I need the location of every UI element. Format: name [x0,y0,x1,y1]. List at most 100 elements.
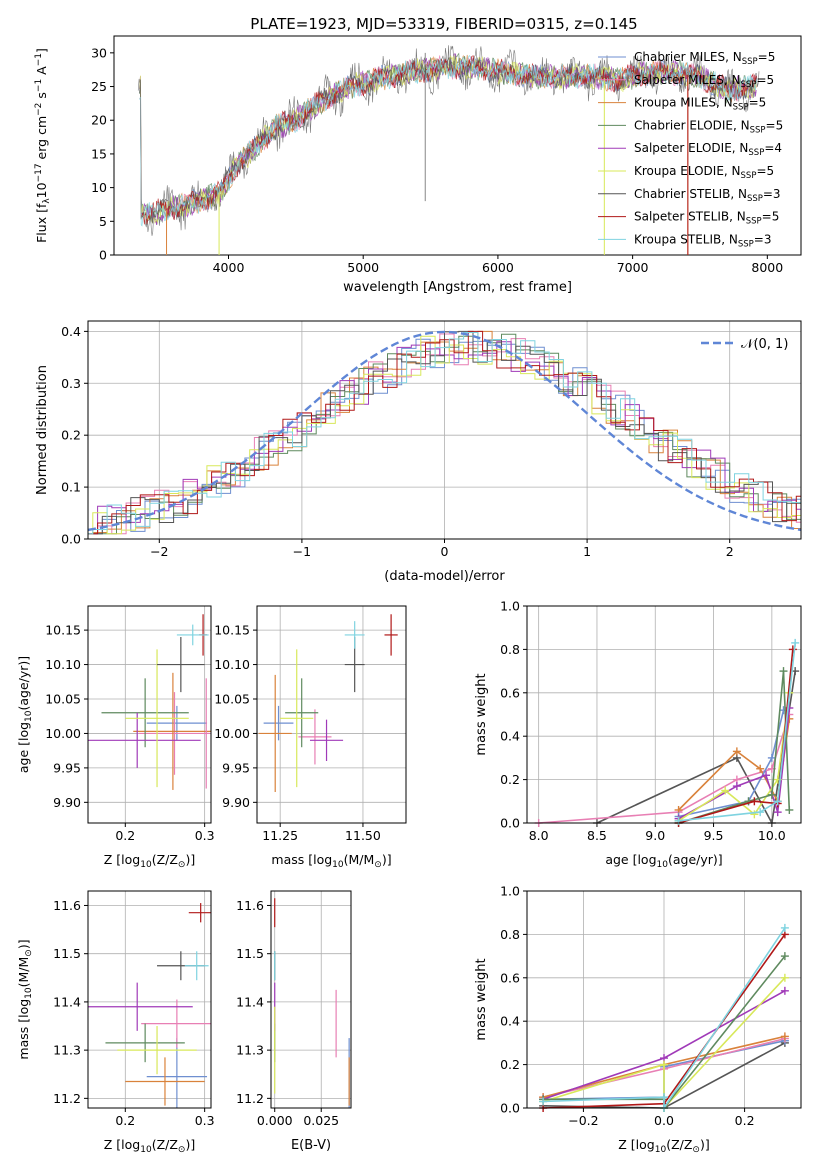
axes-frame [270,890,352,1109]
y-tick-label: 0.4 [500,1014,520,1029]
x-tick-label: 9.5 [704,828,724,843]
axes-frame [87,890,212,1109]
axis-label-part: (age/yr)] [668,852,723,867]
x-tick-label: 0.025 [303,1113,339,1128]
y-tick-label: 0.0 [500,816,520,831]
x-axis-label: Z [log10(Z/Z⊙)] [104,852,195,870]
axes-frame [87,320,802,540]
x-tick-label: 9.0 [645,828,665,843]
axis-label-part: age [log [605,852,656,867]
legend-suffix: =5 [762,210,780,224]
y-tick-label: 10.05 [214,692,250,707]
x-axis-label: Z [log10(Z/Z⊙)] [618,1137,709,1155]
y-axis-label-part: 10 [34,182,49,198]
x-tick-label: 0.3 [195,828,215,843]
mass-weight-line-kroupa_stelib [543,927,786,1111]
legend-entry-salpeter_elodie: Salpeter ELODIE, NSSP=4 [634,141,782,158]
axis-label-part: 10 [332,860,344,870]
y-axis-label-part: −2 [34,103,44,116]
axes-frame [256,605,407,824]
legend-sub: SSP [742,57,758,67]
axis-label-part: )] [185,852,195,867]
axis-label-part: 10 [140,860,152,870]
x-tick-label: 8000 [751,260,783,275]
legend-name: Salpeter ELODIE, N [634,141,748,155]
axes-frame [87,605,212,824]
x-axis-label: wavelength [Angstrom, rest frame] [343,280,572,295]
legend-normal-label: 𝒩(0, 1) [741,337,788,352]
y-tick-label: 0.0 [61,532,81,547]
y-tick-label: 0.8 [500,642,520,657]
histogram-step-chabrier_miles [88,338,801,535]
y-tick-label: 0.2 [500,1057,520,1072]
y-axis-label: mass weight [474,958,489,1040]
y-tick-label: 0 [99,248,107,263]
x-axis-label: age [log10(age/yr)] [605,852,722,870]
y-tick-label: 11.6 [53,898,81,913]
legend-sub: SSP [741,171,757,181]
mass-weight-line-chabrier_elodie [678,671,791,824]
y-axis-label-part: erg cm [34,116,49,164]
normal-distribution-curve [87,330,802,532]
y-axis-label: mass [log10(M/M⊙)] [16,939,34,1059]
legend-sub: SSP [746,217,762,227]
y-tick-label: 11.6 [236,898,264,913]
mass-weight-vs-metallicity-panel: −0.2 0.0 0.2 0.0 0.2 0.4 0.6 0.8 1.0 Z [log10(Z/Z… [474,884,802,1155]
x-tick-label: 2 [726,544,734,559]
y-tick-label: 0.6 [500,970,520,985]
y-tick-label: 11.4 [236,994,264,1009]
x-axis-label: mass [log10(M/M⊙)] [271,852,391,870]
legend-suffix: =5 [756,73,774,87]
y-tick-label: 10.15 [45,623,81,638]
age-vs-mass-panel: 11.25 11.50 9.90 9.95 10.00 10.05 10.10 10.15 ma… [214,605,407,870]
legend-sub: SSP [738,239,754,249]
y-tick-label: 1.0 [500,599,520,614]
legend-name: Chabrier MILES, N [634,50,742,64]
legend-entry-salpeter_stelib: Salpeter STELIB, NSSP=5 [634,210,779,227]
y-tick-label: 11.5 [236,946,264,961]
x-axis-label: E(B-V) [291,1138,331,1153]
errorbar-group [88,614,211,790]
model-spectrum-kroupa_stelib [139,55,757,227]
x-tick-label: 6000 [482,260,514,275]
legend-sub: SSP [747,194,763,204]
axis-label-part: 10 [140,1145,152,1155]
legend-suffix: =4 [764,141,782,155]
x-tick-label: 0 [441,544,449,559]
y-tick-label: 0.3 [61,376,81,391]
histogram-step-salpeter_elodie [88,341,801,535]
axis-label-part: (Z/Z [152,852,178,867]
x-tick-label: 0.3 [195,1113,215,1128]
axis-label-part: )] [382,852,392,867]
y-axis-label-part: −1 [34,53,44,66]
y-axis-label-part: s [34,92,49,103]
mass-weight-line-salpeter_miles [538,714,791,824]
legend-entry-kroupa_stelib: Kroupa STELIB, NSSP=3 [634,232,772,249]
legend-sub: SSP [741,80,757,90]
x-tick-label: 8.0 [529,828,549,843]
mass-vs-metallicity-panel: 0.2 0.311.211.311.411.511.6Z [log10(Z/Z⊙)… [16,890,215,1155]
x-tick-label: 11.50 [345,828,381,843]
figure-title: PLATE=1923, MJD=53319, FIBERID=0315, z=0… [250,15,637,33]
legend-name: Chabrier ELODIE, N [634,118,750,132]
y-tick-label: 9.95 [222,760,250,775]
x-tick-label: 0.000 [257,1113,293,1128]
x-tick-label: 0.2 [115,828,135,843]
legend-suffix: =5 [758,50,776,64]
y-tick-label: 11.3 [236,1043,264,1058]
x-tick-label: 1 [583,544,591,559]
legend-entry-salpeter_miles: Salpeter MILES, NSSP=5 [634,73,774,90]
axis-label-part: (M/M [16,957,31,988]
legend-suffix: =5 [749,96,767,110]
x-tick-label: −2 [150,544,168,559]
y-axis-label: mass weight [474,673,489,755]
axis-label-part: ⊙ [24,949,34,957]
axis-label-part: (Z/Z [152,1137,178,1152]
axis-label-part: 10 [657,860,669,870]
x-tick-label: −1 [293,544,311,559]
y-tick-label: 10.10 [45,657,81,672]
y-tick-label: 11.5 [53,946,81,961]
errorbar-group [258,614,398,792]
legend-name: Kroupa STELIB, N [634,232,738,246]
